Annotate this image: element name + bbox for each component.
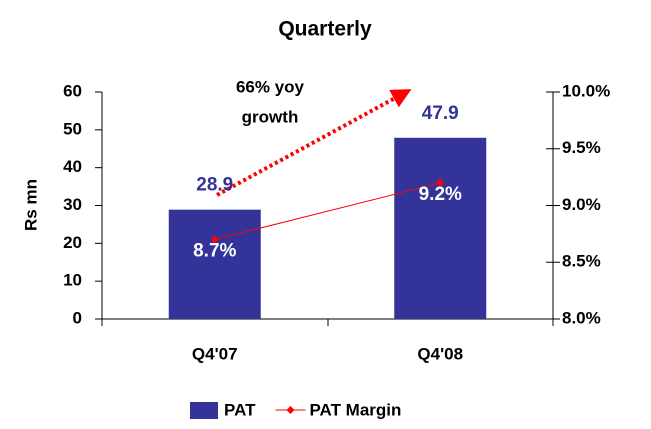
y-axis-label: Rs mn — [21, 179, 40, 231]
line-marker — [436, 178, 445, 187]
line-value-label: 9.2% — [419, 184, 462, 205]
line-marker — [210, 235, 219, 244]
growth-arrow — [216, 89, 412, 197]
y-tick-label: 40 — [63, 157, 82, 176]
x-tick-label: Q4'07 — [192, 344, 238, 363]
bar — [394, 137, 487, 319]
chart-title: Quarterly — [278, 18, 372, 41]
y-tick-label: 10 — [63, 271, 82, 290]
bar-value-label: 28.9 — [196, 175, 233, 196]
legend-label: PAT Margin — [309, 400, 401, 419]
bar-value-label: 47.9 — [422, 103, 459, 124]
y-tick-label: 30 — [63, 195, 82, 214]
line-value-label: 8.7% — [193, 241, 236, 262]
y-tick-label: 60 — [63, 81, 82, 100]
annotation: 66% yoy — [236, 77, 305, 96]
x-tick-label: Q4'08 — [417, 344, 463, 363]
annotation: growth — [242, 107, 299, 126]
y2-tick-label: 9.0% — [562, 195, 601, 214]
y-tick-label: 0 — [73, 308, 82, 327]
bar — [168, 209, 261, 319]
y-tick-label: 20 — [63, 233, 82, 252]
y2-tick-label: 10.0% — [562, 81, 610, 100]
legend-swatch — [190, 402, 218, 419]
y2-tick-label: 8.5% — [562, 252, 601, 271]
y2-tick-label: 8.0% — [562, 308, 601, 327]
y2-tick-label: 9.5% — [562, 138, 601, 157]
legend-label: PAT — [224, 400, 256, 419]
line — [214, 182, 441, 241]
y-tick-label: 50 — [63, 119, 82, 138]
legend-marker — [286, 406, 295, 414]
